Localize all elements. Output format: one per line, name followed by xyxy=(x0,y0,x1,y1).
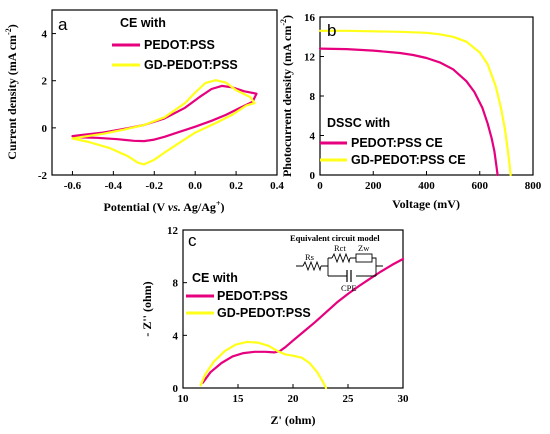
resistor-rct xyxy=(331,252,351,264)
panel-b-ylabel: Photocurrent density (mA cm-2) xyxy=(279,15,294,177)
circuit-label-rct: Rct xyxy=(334,243,346,253)
panel-b-series-gd-pedot-pss-line xyxy=(318,29,512,177)
panel-c-series-pedot-pss-line xyxy=(201,257,405,384)
panel-b: 0 200 400 600 800 0 4 8 12 16 b DSSC with PEDOT:P… xyxy=(279,12,542,211)
panel-c-ytick-label: 0 xyxy=(173,383,179,395)
panel-c-ylabel: - Z'' (ohm) xyxy=(140,281,154,336)
panel-a-legend-label-gd: GD-PEDOT:PSS xyxy=(144,58,238,72)
panel-c-xtick-label: 10 xyxy=(178,393,190,405)
panel-b-xtick-label: 600 xyxy=(472,180,489,192)
panel-c-lines xyxy=(199,257,405,390)
panel-b-legend-label-gd: GD-PEDOT:PSS CE xyxy=(351,153,466,167)
panel-a-ytick-label: 4 xyxy=(42,29,48,41)
panel-a-ticks: -0.6 -0.4 -0.2 0.0 0.2 0.4 -2 0 2 4 xyxy=(38,29,285,192)
panel-a-series-gd-pedot-pss-line xyxy=(71,79,256,166)
panel-b-ticks: 0 200 400 600 800 0 4 8 12 16 xyxy=(304,12,542,192)
panel-b-ytick-label: 4 xyxy=(310,131,316,143)
panel-b-ytick-label: 0 xyxy=(310,170,316,182)
equivalent-circuit-inset: Equivalent circuit model Rs Rct Zw CPE xyxy=(290,233,383,293)
circuit-title: Equivalent circuit model xyxy=(290,233,380,243)
panel-c-xtick-label: 25 xyxy=(343,393,355,405)
panel-a-ylabel: Current density (mA cm-2) xyxy=(4,24,19,159)
panel-b-xtick-label: 200 xyxy=(365,180,382,192)
panel-b-frame xyxy=(319,16,534,176)
panel-c-ytick-label: 4 xyxy=(173,330,179,342)
panel-a-frame xyxy=(51,9,278,176)
panel-c-ticks: 10 15 20 25 30 0 4 8 12 xyxy=(167,225,409,405)
panel-a-legend-title: CE with xyxy=(120,16,166,30)
panel-c-ytick-label: 8 xyxy=(173,278,179,290)
circuit-wiring xyxy=(296,257,383,277)
panel-b-legend-title: DSSC with xyxy=(327,116,390,130)
panel-b-xlabel: Voltage (mV) xyxy=(392,197,460,211)
panel-a-lines xyxy=(71,79,258,166)
warburg-element xyxy=(355,253,373,263)
panel-b-xtick-label: 800 xyxy=(525,180,542,192)
panel-b-lines xyxy=(318,29,512,177)
panel-a: -0.6 -0.4 -0.2 0.0 0.2 0.4 -2 0 2 4 a CE with PED… xyxy=(4,9,285,214)
panel-b-legend-label-pedot: PEDOT:PSS CE xyxy=(351,136,443,150)
panel-b-xtick-label: 400 xyxy=(418,180,435,192)
panel-a-ytick-label: 0 xyxy=(42,123,48,135)
circuit-label-rs: Rs xyxy=(305,252,314,262)
panel-a-xtick-label: -0.6 xyxy=(64,180,82,192)
panel-a-xtick-label: 0.2 xyxy=(229,180,243,192)
panel-c-xtick-label: 20 xyxy=(288,393,300,405)
panel-b-ytick-label: 16 xyxy=(304,12,316,24)
panel-c-series-gd-pedot-pss-line xyxy=(199,340,328,390)
panel-a-ytick-label: -2 xyxy=(38,170,48,182)
panel-a-legend-label-pedot: PEDOT:PSS xyxy=(144,38,215,52)
panel-c-legend-label-pedot: PEDOT:PSS xyxy=(217,289,288,303)
panel-a-xlabel: Potential (V vs. Ag/Ag+) xyxy=(103,199,224,214)
panel-a-xtick-label: 0.0 xyxy=(188,180,202,192)
resistor-rs xyxy=(302,260,322,272)
panel-c-label: c xyxy=(188,231,197,250)
panel-a-xtick-label: -0.4 xyxy=(105,180,123,192)
capacitor-cpe xyxy=(346,270,352,282)
panel-b-ytick-label: 12 xyxy=(304,52,316,64)
circuit-label-zw: Zw xyxy=(358,243,370,253)
panel-b-series-pedot-pss-line xyxy=(318,47,499,177)
panel-a-label: a xyxy=(58,15,68,34)
panel-a-xtick-label: 0.4 xyxy=(270,180,284,192)
panel-b-ytick-label: 8 xyxy=(310,91,316,103)
panel-c-ytick-label: 12 xyxy=(167,225,179,237)
panel-c-xlabel: Z' (ohm) xyxy=(271,413,316,427)
panel-b-label: b xyxy=(327,21,336,40)
panel-a-ytick-label: 2 xyxy=(42,76,48,88)
panel-c-legend-title: CE with xyxy=(192,271,238,285)
panel-c: 10 15 20 25 30 0 4 8 12 c CE with PEDOT:PSS GD-P… xyxy=(140,225,409,427)
panel-a-series-pedot-pss-line xyxy=(71,84,258,143)
panel-a-xtick-label: -0.2 xyxy=(146,180,164,192)
panel-c-xtick-label: 30 xyxy=(398,393,410,405)
circuit-label-cpe: CPE xyxy=(341,283,357,293)
panel-c-legend-label-gd: GD-PEDOT:PSS xyxy=(217,306,311,320)
panel-b-xtick-label: 0 xyxy=(317,180,323,192)
panel-c-xtick-label: 15 xyxy=(233,393,245,405)
